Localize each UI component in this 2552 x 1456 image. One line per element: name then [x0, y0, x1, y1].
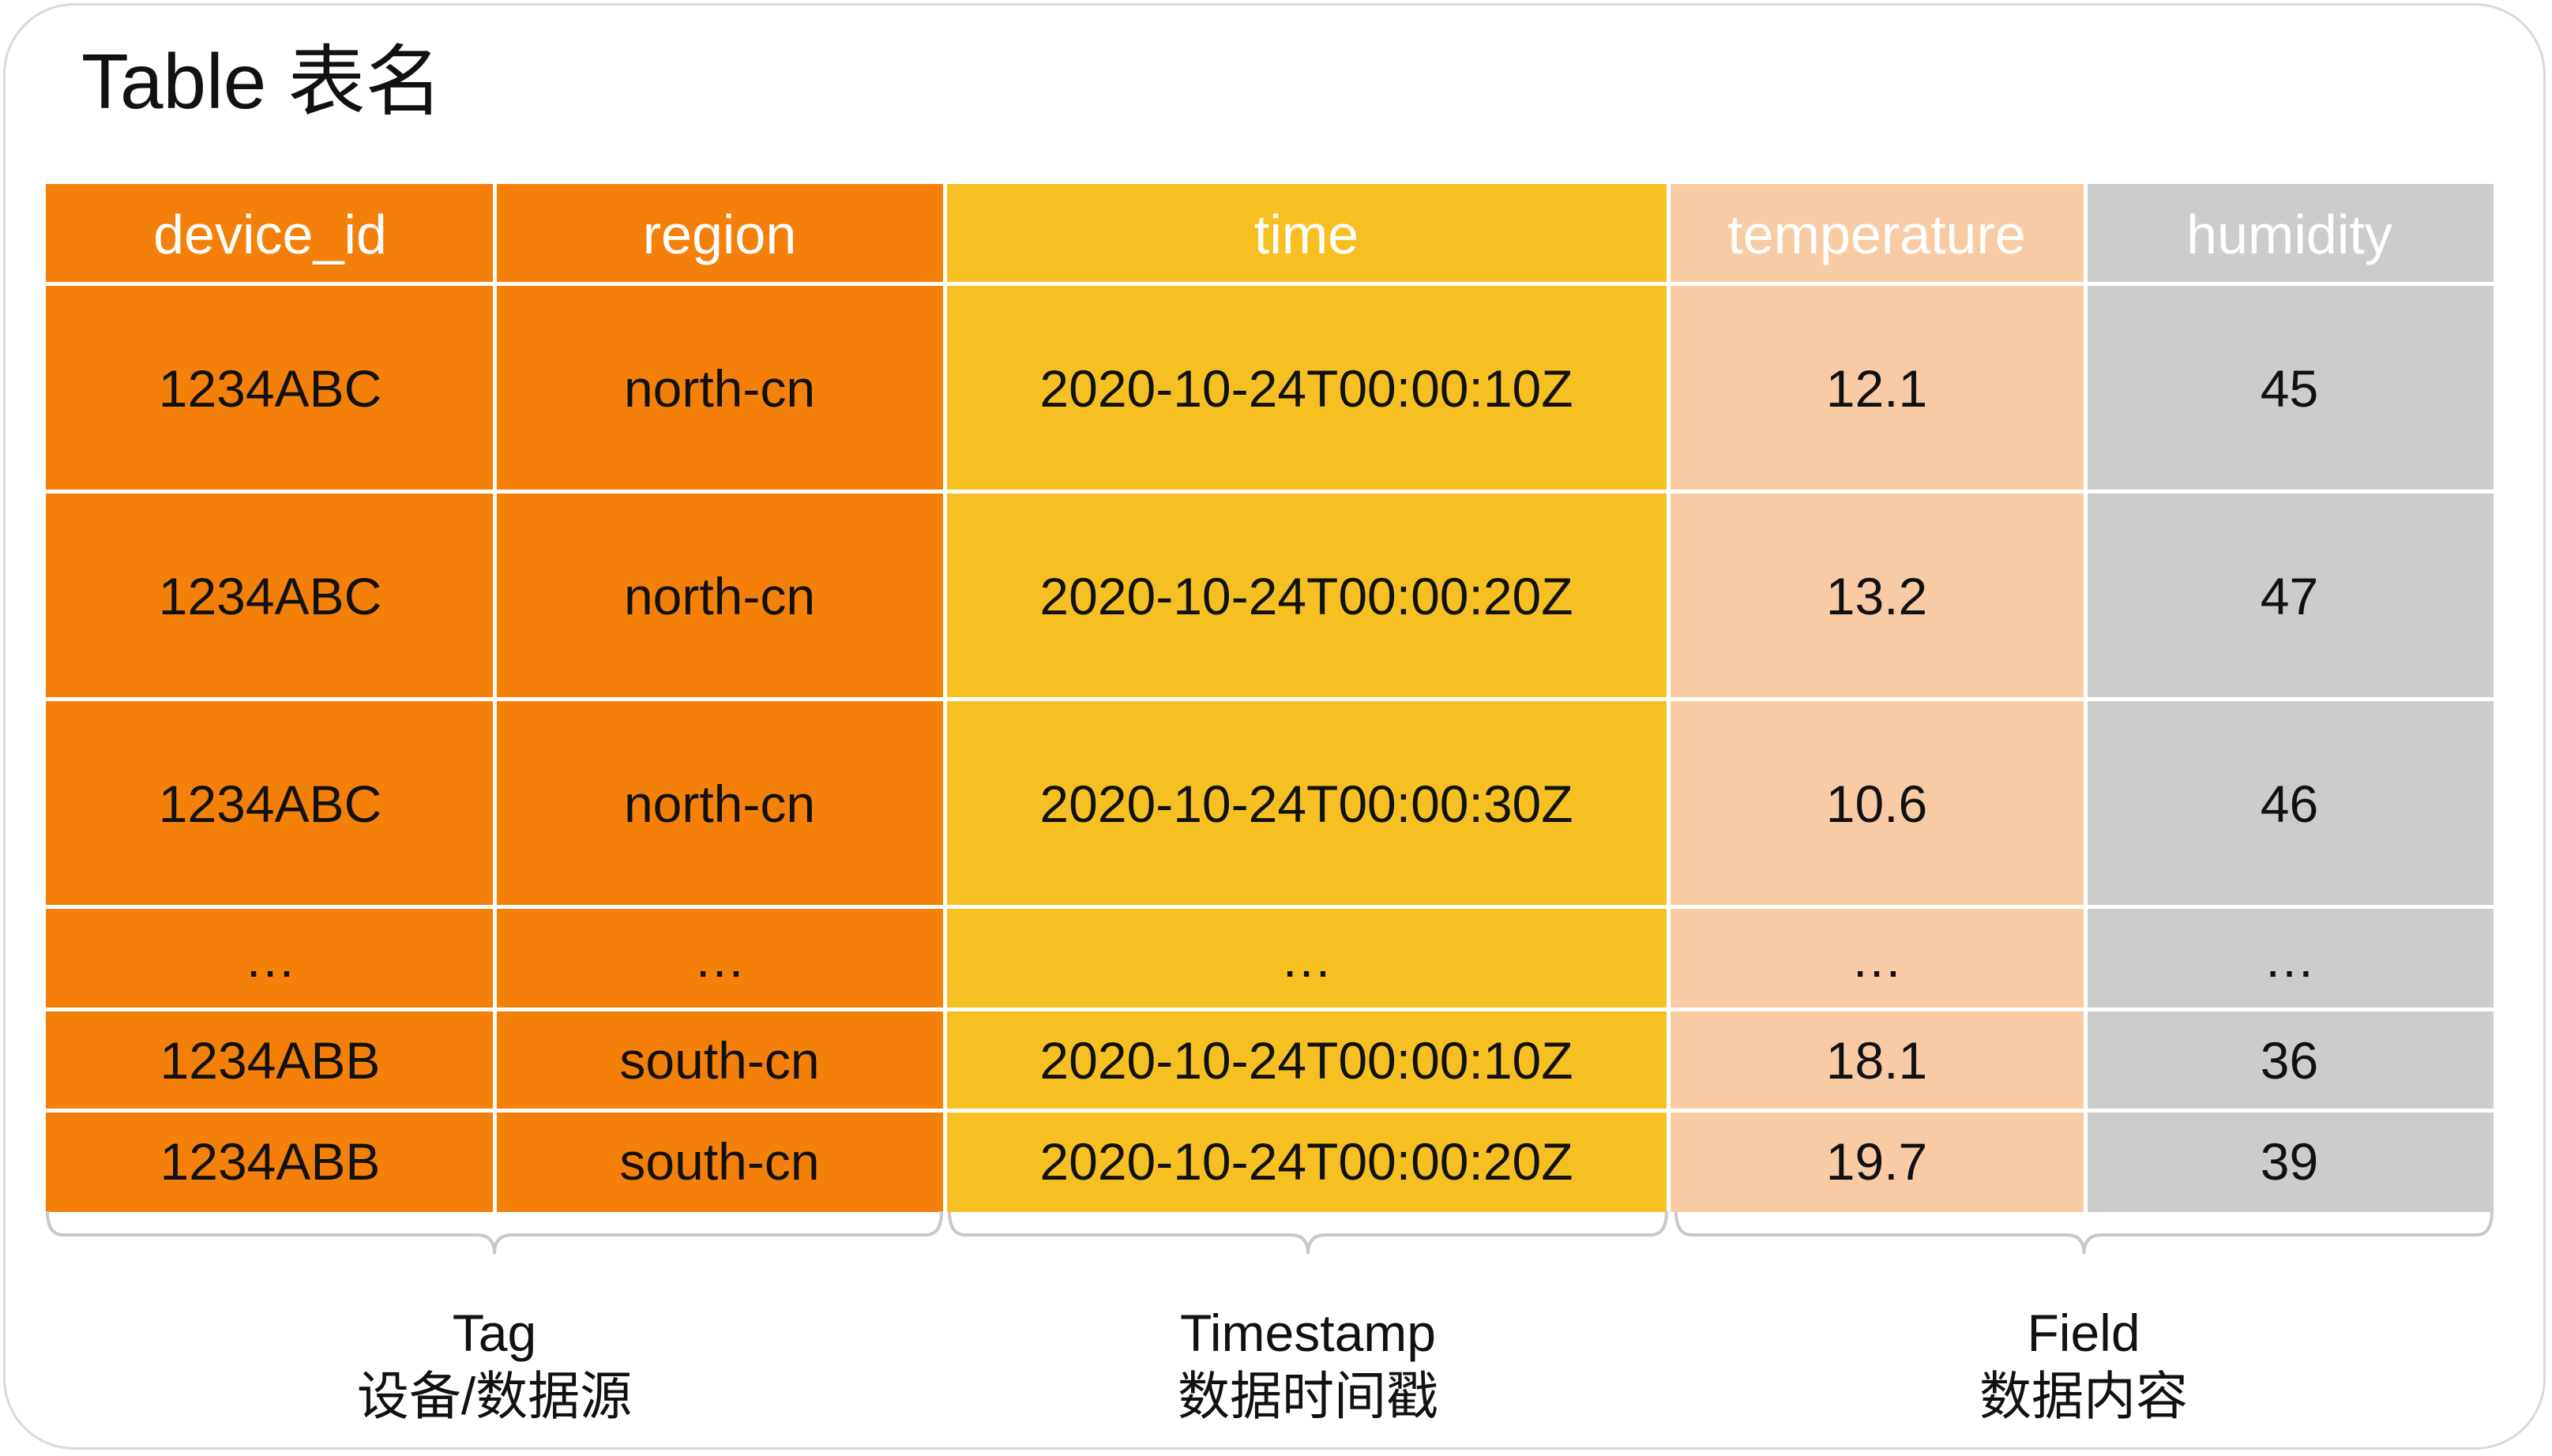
- table-cell: 1234ABC: [158, 774, 382, 833]
- field-group-title: Field: [2027, 1304, 2140, 1362]
- table-cell: 18.1: [1825, 1031, 1928, 1090]
- table-cell: 45: [2260, 358, 2319, 418]
- table-cell: 1234ABB: [160, 1132, 381, 1191]
- table-cell: 39: [2260, 1132, 2319, 1191]
- table-cell: 2020-10-24T00:00:30Z: [1039, 774, 1573, 833]
- table-cell: 13.2: [1825, 566, 1928, 625]
- data-table: device_id 1234ABC 1234ABC 1234ABC … 1234ABB 12…: [46, 184, 2494, 1212]
- column-divider: [943, 184, 947, 1212]
- column-divider: [1667, 184, 1671, 1212]
- table-cell: 2020-10-24T00:00:10Z: [1039, 1031, 1573, 1090]
- timestamp-group-title: Timestamp: [1180, 1304, 1436, 1362]
- table-cell: north-cn: [623, 358, 816, 418]
- table-cell: …: [1851, 929, 1903, 988]
- timestamp-group-brace: [948, 1210, 1668, 1255]
- tag-group-label: Tag 设备/数据源: [257, 1301, 731, 1428]
- table-cell: north-cn: [623, 566, 816, 625]
- table-cell: 1234ABC: [158, 566, 382, 625]
- header-region: region: [642, 203, 797, 265]
- table-title: Table 表名: [81, 38, 443, 125]
- row-divider: [46, 905, 2494, 909]
- column-divider: [2084, 184, 2088, 1212]
- table-cell: 36: [2260, 1031, 2319, 1090]
- table-cell: …: [244, 929, 296, 988]
- tag-group-subtitle: 设备/数据源: [356, 1367, 633, 1425]
- table-cell: …: [2263, 929, 2316, 988]
- table-cell: south-cn: [619, 1031, 820, 1090]
- table-cell: south-cn: [619, 1132, 820, 1191]
- table-cell: …: [693, 929, 746, 988]
- table-cell: 1234ABC: [158, 358, 382, 418]
- tag-group-title: Tag: [452, 1304, 537, 1362]
- table-cell: 46: [2260, 774, 2319, 833]
- row-divider: [46, 1008, 2494, 1011]
- header-time: time: [1253, 203, 1359, 265]
- table-cell: 10.6: [1825, 774, 1928, 833]
- field-group-label: Field 数据内容: [1847, 1301, 2321, 1428]
- header-humidity: humidity: [2186, 203, 2392, 265]
- row-divider: [46, 697, 2494, 701]
- table-cell: …: [1280, 929, 1332, 988]
- tag-group-brace: [46, 1210, 943, 1255]
- row-divider: [46, 1109, 2494, 1113]
- field-group-subtitle: 数据内容: [1979, 1367, 2188, 1425]
- table-cell: 2020-10-24T00:00:20Z: [1039, 566, 1573, 625]
- table-cell: 2020-10-24T00:00:10Z: [1039, 358, 1573, 418]
- table-cell: 2020-10-24T00:00:20Z: [1039, 1132, 1573, 1191]
- row-divider: [46, 282, 2494, 286]
- timestamp-group-subtitle: 数据时间戳: [1178, 1367, 1438, 1425]
- field-group-brace: [1674, 1210, 2494, 1255]
- column-device-id: device_id 1234ABC 1234ABC 1234ABC … 1234ABB 12…: [46, 184, 494, 1212]
- timestamp-group-label: Timestamp 数据时间戳: [1071, 1301, 1545, 1428]
- header-device-id: device_id: [153, 203, 387, 265]
- table-cell: 12.1: [1825, 358, 1928, 418]
- header-temperature: temperature: [1727, 203, 2026, 265]
- table-cell: 1234ABB: [160, 1031, 381, 1090]
- table-cell: 47: [2260, 566, 2319, 625]
- row-divider: [46, 490, 2494, 493]
- table-cell: 19.7: [1825, 1132, 1928, 1191]
- column-divider: [493, 184, 497, 1212]
- table-cell: north-cn: [623, 774, 816, 833]
